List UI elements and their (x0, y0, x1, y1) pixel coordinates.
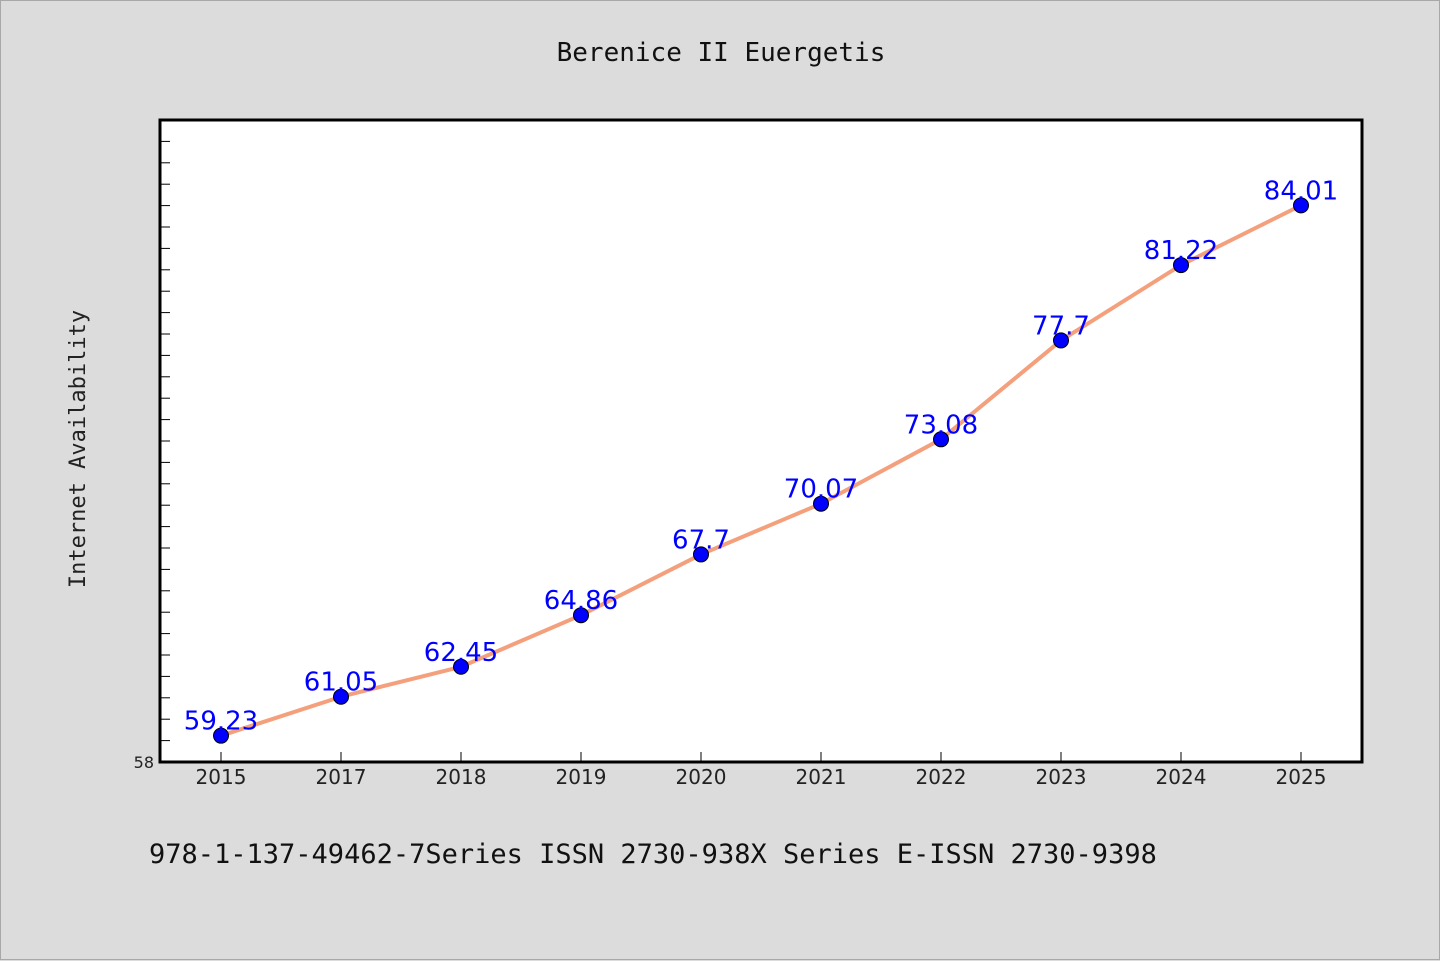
x-tick-label: 2022 (916, 765, 967, 789)
x-tick-label: 2023 (1036, 765, 1087, 789)
data-label: 67.7 (672, 525, 730, 555)
footer-isbn-text: 978-1-137-49462-7Series ISSN 2730-938X S… (149, 839, 1157, 870)
data-point (333, 688, 349, 705)
x-tick-label: 2024 (1156, 765, 1207, 789)
data-label: 59.23 (184, 707, 258, 737)
data-point (1053, 332, 1069, 349)
data-label: 61.05 (304, 668, 378, 698)
y-axis-ticks: 58 (134, 119, 170, 772)
data-point (813, 495, 829, 512)
data-point (573, 607, 589, 624)
x-axis-ticks: 2015 2017 2018 2019 2020 2021 2022 2023 2024 2025 (196, 752, 1327, 789)
plot-area (158, 118, 1364, 764)
series-layer: 59.23 61.05 62.45 64.86 67.7 70.07 73.08 77.7 81… (184, 176, 1338, 744)
data-label: 70.07 (784, 475, 858, 505)
x-tick-label: 2017 (316, 765, 367, 789)
x-tick-label: 2020 (676, 765, 727, 789)
data-label: 84.01 (1264, 176, 1338, 206)
data-label: 64.86 (544, 586, 618, 616)
x-tick-label: 2019 (556, 765, 607, 789)
x-tick-label: 2025 (1276, 765, 1327, 789)
chart-title: Berenice II Euergetis (557, 38, 886, 68)
y-axis-label: Internet Availability (66, 310, 91, 588)
y-tick-label: 58 (134, 753, 154, 772)
data-label: 77.7 (1032, 311, 1090, 341)
data-point (1173, 257, 1189, 274)
data-point (1293, 197, 1309, 214)
x-tick-label: 2015 (196, 765, 247, 789)
x-tick-label: 2021 (796, 765, 847, 789)
data-point (453, 658, 469, 675)
data-label: 81.22 (1144, 236, 1218, 266)
data-point (933, 431, 949, 448)
data-label: 73.08 (904, 410, 978, 440)
data-point (693, 546, 709, 563)
data-label: 62.45 (424, 638, 498, 668)
series-line (219, 203, 1303, 738)
data-point (213, 727, 229, 744)
x-tick-label: 2018 (436, 765, 487, 789)
